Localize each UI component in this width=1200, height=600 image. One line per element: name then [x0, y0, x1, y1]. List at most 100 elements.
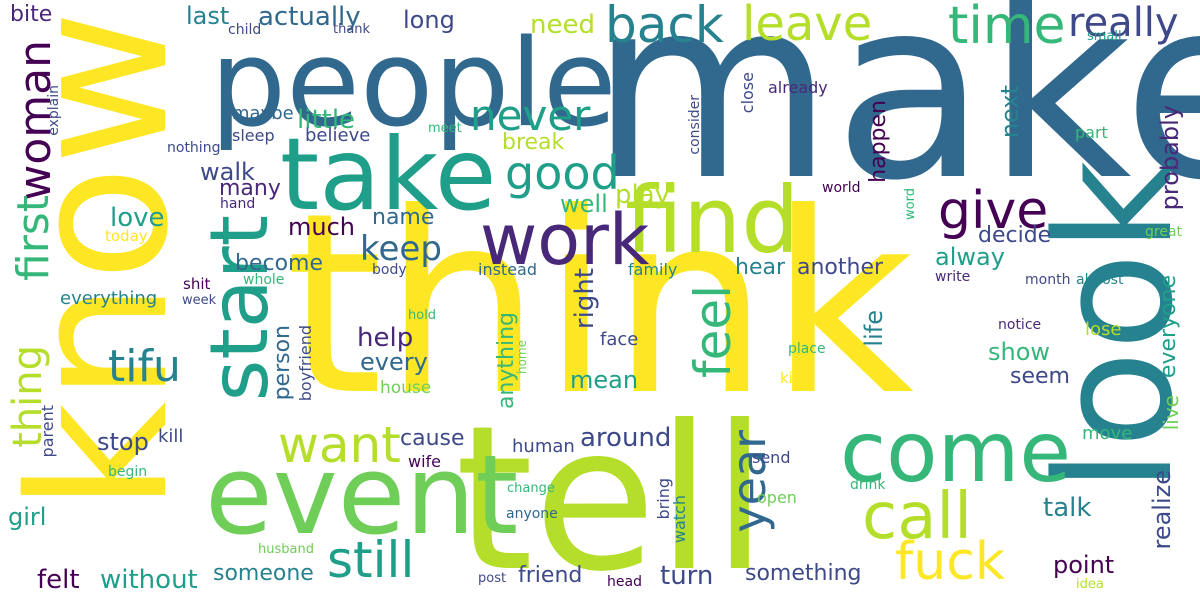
word-time: time	[948, 0, 1066, 56]
word-lose: lose	[1085, 319, 1122, 340]
word-many: many	[219, 176, 281, 201]
word-hold: hold	[408, 308, 437, 323]
word-call: call	[862, 480, 972, 554]
word-name: name	[372, 205, 435, 230]
word-believe: believe	[305, 125, 371, 146]
word-good: good	[505, 146, 620, 200]
word-move: move	[1082, 423, 1133, 444]
word-people: people	[210, 15, 617, 154]
word-human: human	[512, 436, 575, 457]
word-place: place	[788, 341, 826, 357]
word-little: little	[297, 105, 356, 135]
word-change: change	[507, 481, 555, 496]
word-think: think	[285, 159, 915, 450]
word-something: something	[745, 561, 862, 586]
word-husband: husband	[258, 542, 314, 557]
word-long: long	[403, 6, 455, 34]
word-child: child	[228, 22, 262, 38]
word-break: break	[502, 130, 565, 155]
word-drink: drink	[850, 477, 886, 493]
word-keep: keep	[360, 229, 442, 269]
word-anyone: anyone	[506, 506, 558, 522]
word-nothing: nothing	[167, 140, 221, 156]
word-person: person	[270, 325, 295, 401]
word-never: never	[470, 91, 591, 140]
word-last: last	[186, 2, 230, 30]
word-actually: actually	[258, 2, 361, 32]
word-first: first	[8, 195, 59, 281]
word-send: send	[752, 448, 791, 467]
word-play: play	[615, 180, 671, 210]
word-friend: friend	[518, 563, 583, 588]
word-point: point	[1053, 551, 1115, 579]
word-walk: walk	[200, 158, 255, 186]
word-stop: stop	[97, 428, 149, 456]
word-leave: leave	[742, 0, 873, 52]
word-head: head	[607, 574, 642, 590]
word-home: home	[515, 340, 529, 375]
word-seem: seem	[1010, 364, 1070, 389]
word-parent: parent	[38, 405, 57, 458]
word-become: become	[235, 251, 324, 276]
word-post: post	[478, 571, 507, 586]
word-someone: someone	[213, 561, 314, 586]
word-today: today	[105, 227, 148, 245]
word-part: part	[1075, 123, 1108, 142]
word-fuck: fuck	[895, 532, 1005, 592]
word-felt: felt	[37, 565, 80, 595]
word-give: give	[938, 181, 1049, 241]
word-another: another	[797, 255, 884, 280]
word-thank: thank	[333, 22, 371, 37]
word-cause: cause	[400, 426, 465, 451]
word-everyone: everyone	[1156, 275, 1181, 379]
word-explain: explain	[46, 85, 62, 136]
word-live: live	[1159, 395, 1183, 431]
word-back: back	[605, 0, 724, 54]
word-love: love	[110, 203, 165, 233]
word-probably: probably	[1156, 105, 1184, 211]
word-great: great	[1145, 224, 1183, 240]
word-find: find	[625, 167, 800, 274]
word-alway: alway	[935, 243, 1005, 271]
word-bite: bite	[10, 2, 53, 27]
word-face: face	[600, 329, 639, 350]
word-mean: mean	[570, 366, 639, 394]
word-everything: everything	[60, 288, 158, 309]
word-month: month	[1025, 272, 1071, 288]
word-much: much	[288, 213, 355, 241]
word-house: house	[380, 378, 432, 398]
word-almost: almost	[1076, 272, 1124, 288]
word-need: need	[530, 10, 595, 40]
word-year: year	[722, 430, 776, 533]
word-open: open	[757, 488, 797, 507]
word-start: start	[193, 215, 286, 402]
word-close: close	[738, 72, 757, 114]
word-next: next	[996, 85, 1024, 139]
word-kill: kill	[158, 426, 184, 447]
word-hear: hear	[735, 255, 786, 280]
word-work: work	[480, 199, 650, 281]
word-still: still	[327, 531, 415, 589]
word-feel: feel	[684, 285, 742, 379]
word-small: small	[1087, 29, 1122, 44]
word-come: come	[840, 403, 1072, 501]
word-show: show	[988, 338, 1051, 366]
word-make: make	[590, 0, 1200, 235]
word-family: family	[628, 260, 678, 279]
word-kind: kind	[780, 369, 812, 387]
word-watch: watch	[670, 495, 689, 544]
word-wife: wife	[408, 452, 442, 471]
word-maybe: maybe	[232, 103, 294, 124]
word-talk: talk	[1043, 493, 1092, 523]
word-around: around	[580, 423, 672, 453]
word-realize: realize	[1148, 470, 1176, 550]
word-take: take	[280, 116, 497, 233]
word-hand: hand	[220, 196, 256, 212]
word-decide: decide	[978, 223, 1052, 248]
word-consider: consider	[687, 95, 703, 155]
word-well: well	[560, 190, 608, 218]
word-idea: idea	[1076, 577, 1104, 592]
word-turn: turn	[660, 561, 714, 591]
word-really: really	[1068, 0, 1179, 46]
word-notice: notice	[998, 317, 1042, 333]
